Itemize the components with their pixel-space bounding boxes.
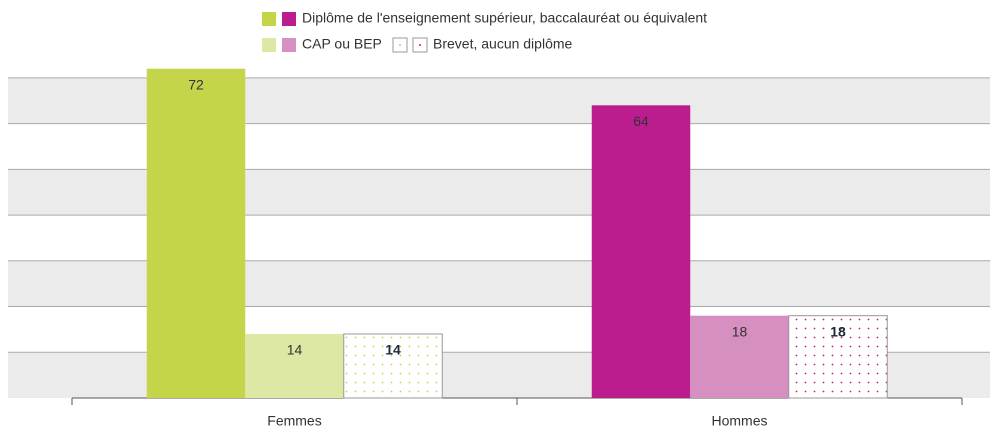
legend-swatch xyxy=(262,12,276,26)
value-label: 64 xyxy=(633,113,649,129)
value-label: 14 xyxy=(385,342,401,358)
value-label: 14 xyxy=(287,342,303,358)
bar xyxy=(690,315,789,398)
bar xyxy=(788,315,888,399)
legend-label: CAP ou BEP xyxy=(302,36,382,52)
x-tick-label: Femmes xyxy=(267,413,321,429)
legend-swatch xyxy=(282,12,296,26)
value-label: 72 xyxy=(188,76,204,92)
bar xyxy=(245,333,344,398)
legend-swatch xyxy=(282,38,296,52)
bar xyxy=(146,68,246,398)
legend-dot xyxy=(419,44,421,46)
bar xyxy=(343,333,443,399)
value-label: 18 xyxy=(830,323,846,339)
legend-label: Brevet, aucun diplôme xyxy=(433,36,573,52)
legend-swatch xyxy=(262,38,276,52)
legend-dot xyxy=(399,44,401,46)
x-tick-label: Hommes xyxy=(711,413,767,429)
legend-label: Diplôme de l'enseignement supérieur, bac… xyxy=(302,10,707,26)
bar xyxy=(591,105,691,398)
value-label: 18 xyxy=(732,323,748,339)
